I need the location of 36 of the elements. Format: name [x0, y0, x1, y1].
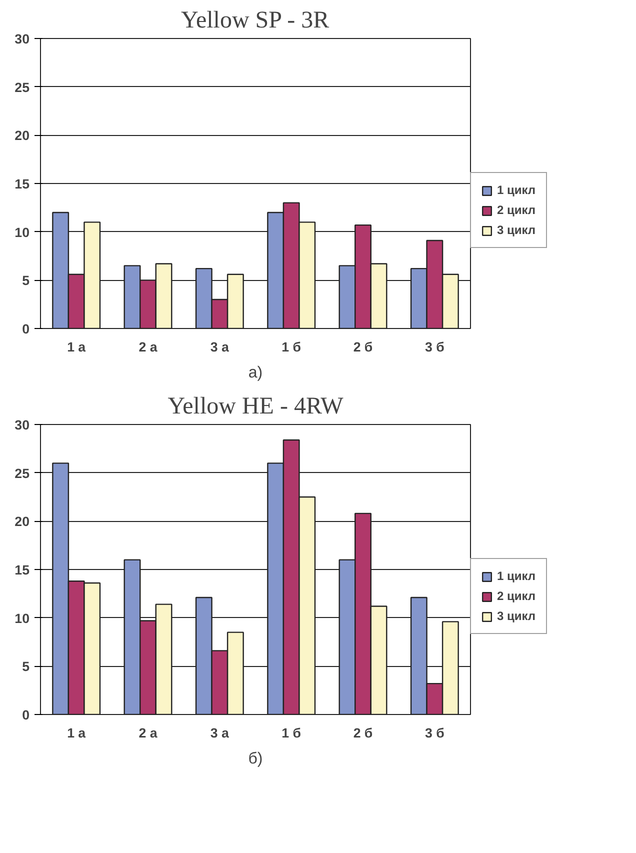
y-tick-label: 15: [14, 562, 30, 578]
y-tick-label: 10: [14, 610, 30, 626]
x-tick-label: 3 а: [210, 340, 230, 354]
legend-label: 2 цикл: [497, 589, 536, 603]
x-tick-label: 2 а: [138, 726, 158, 740]
legend-label: 1 цикл: [497, 569, 536, 583]
y-tick-label: 0: [22, 322, 30, 336]
x-tick-label: 1 б: [282, 726, 302, 740]
y-tick-label: 15: [14, 176, 30, 192]
text: б): [248, 750, 263, 768]
x-tick-label: 2 б: [353, 340, 373, 354]
y-tick-label: 0: [22, 708, 30, 722]
legend-label: 3 цикл: [497, 609, 536, 623]
x-tick-label: 2 а: [138, 340, 158, 354]
text: а): [248, 364, 263, 382]
legend-label: 1 цикл: [497, 183, 536, 197]
x-tick-label: 2 б: [353, 726, 373, 740]
y-tick-label: 30: [14, 418, 30, 432]
legend-label: 3 цикл: [497, 223, 536, 237]
x-tick-label: 3 б: [424, 726, 444, 740]
y-tick-label: 20: [14, 128, 30, 144]
x-tick-label: 3 а: [210, 726, 230, 740]
y-tick-label: 30: [14, 32, 30, 46]
x-tick-label: 1 а: [67, 726, 86, 740]
y-tick-label: 10: [14, 224, 30, 240]
x-tick-label: 1 а: [67, 340, 86, 354]
y-tick-label: 25: [14, 466, 30, 481]
legend-label: 2 цикл: [497, 203, 536, 217]
x-tick-label: 1 б: [282, 340, 302, 354]
chart-title: Yellow SP - 3R: [181, 8, 330, 34]
y-tick-label: 5: [22, 273, 30, 288]
y-tick-label: 20: [14, 514, 30, 530]
chart-title: Yellow HE - 4RW: [168, 394, 344, 420]
y-tick-label: 5: [22, 659, 30, 674]
y-tick-label: 25: [14, 80, 30, 95]
x-tick-label: 3 б: [424, 340, 444, 354]
